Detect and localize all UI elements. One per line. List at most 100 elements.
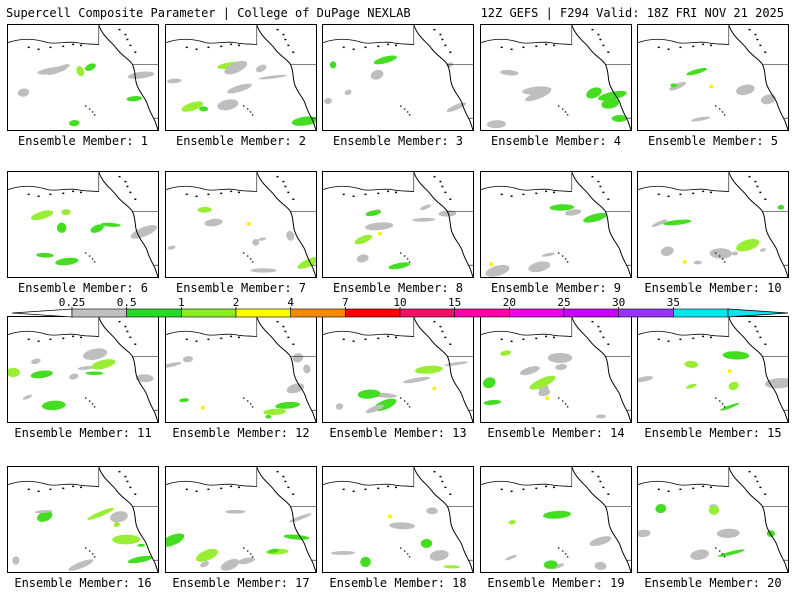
island bbox=[433, 470, 436, 473]
scp-contour bbox=[22, 394, 33, 400]
scp-contour bbox=[446, 62, 454, 68]
scp-contour bbox=[268, 548, 280, 554]
aleutian-coastline bbox=[8, 38, 99, 46]
scp-contour bbox=[250, 268, 277, 273]
hawaii-island bbox=[403, 400, 406, 402]
hawaii-island bbox=[91, 403, 94, 405]
aleutian-coastline bbox=[638, 480, 729, 488]
island bbox=[377, 337, 380, 340]
island bbox=[748, 470, 751, 473]
scp-contour bbox=[286, 383, 305, 394]
island bbox=[510, 340, 513, 343]
scp-contour bbox=[167, 245, 176, 250]
scp-contour bbox=[377, 231, 382, 236]
hawaii-island bbox=[242, 547, 245, 549]
hawaii-island bbox=[399, 547, 402, 549]
island bbox=[134, 493, 137, 495]
scp-contour bbox=[583, 212, 608, 223]
island bbox=[342, 46, 345, 49]
island bbox=[342, 338, 345, 341]
island bbox=[602, 486, 605, 489]
island bbox=[185, 193, 188, 196]
pacific-map bbox=[481, 317, 631, 422]
scp-contour bbox=[47, 64, 70, 75]
ensemble-map-panel bbox=[322, 171, 474, 278]
island bbox=[49, 46, 52, 49]
island bbox=[238, 486, 241, 489]
scp-contour bbox=[297, 257, 316, 269]
ensemble-map-panel bbox=[480, 171, 632, 278]
aleutian-coastline bbox=[166, 330, 257, 338]
island bbox=[207, 488, 210, 491]
coastline bbox=[413, 317, 473, 422]
island bbox=[287, 44, 290, 47]
scp-contour bbox=[443, 565, 460, 569]
island bbox=[679, 193, 682, 196]
island bbox=[292, 198, 295, 200]
island bbox=[602, 336, 605, 339]
island bbox=[449, 198, 452, 200]
island bbox=[756, 38, 759, 41]
scp-contour bbox=[31, 358, 41, 365]
island bbox=[126, 185, 129, 188]
scp-contour bbox=[415, 365, 443, 374]
island bbox=[126, 480, 129, 483]
hawaii-island bbox=[566, 406, 569, 408]
coastline bbox=[98, 317, 158, 422]
scp-contour bbox=[709, 248, 732, 259]
island bbox=[37, 340, 40, 343]
hawaii-island bbox=[399, 252, 402, 254]
scp-contour bbox=[36, 252, 54, 258]
hawaii-island bbox=[564, 258, 567, 260]
scp-contour bbox=[727, 369, 732, 374]
pacific-map bbox=[323, 467, 473, 572]
scp-contour bbox=[684, 360, 699, 368]
pacific-map bbox=[8, 25, 158, 130]
island bbox=[535, 45, 538, 48]
scp-contour bbox=[87, 507, 114, 520]
colorbar-tick-label: 15 bbox=[448, 296, 461, 309]
scp-contour bbox=[335, 403, 344, 410]
island bbox=[764, 198, 767, 200]
island bbox=[287, 336, 290, 339]
ensemble-map-panel bbox=[322, 24, 474, 131]
scp-contour bbox=[426, 507, 438, 515]
ensemble-map-panel bbox=[7, 316, 159, 423]
hawaii-island bbox=[84, 547, 87, 549]
island bbox=[702, 190, 705, 193]
colorbar-left-arrow bbox=[12, 308, 73, 318]
aleutian-coastline bbox=[166, 185, 257, 193]
hawaii-island bbox=[557, 252, 560, 254]
island bbox=[756, 185, 759, 188]
country-border bbox=[605, 355, 631, 411]
hawaii-island bbox=[564, 111, 567, 113]
island bbox=[287, 191, 290, 194]
scp-contour bbox=[110, 511, 128, 523]
coastline bbox=[256, 317, 316, 422]
hawaii-island bbox=[403, 255, 406, 257]
coastline bbox=[256, 172, 316, 277]
hawaii-island bbox=[723, 556, 726, 558]
island bbox=[134, 51, 137, 53]
island bbox=[500, 338, 503, 341]
hawaii-island bbox=[718, 255, 721, 257]
hawaii-island bbox=[557, 397, 560, 399]
scp-contour bbox=[589, 536, 612, 547]
island bbox=[387, 190, 390, 193]
scp-contour bbox=[522, 86, 552, 95]
scp-contour bbox=[402, 376, 431, 384]
island bbox=[764, 493, 767, 495]
scp-contour bbox=[283, 534, 310, 540]
pacific-map bbox=[166, 467, 316, 572]
hawaii-island bbox=[246, 400, 249, 402]
scp-contour bbox=[660, 246, 674, 257]
scp-contour bbox=[217, 99, 239, 111]
island bbox=[220, 192, 223, 195]
colorbar-tick-label: 25 bbox=[557, 296, 570, 309]
island bbox=[395, 44, 398, 47]
scp-contour bbox=[547, 352, 573, 364]
island bbox=[185, 488, 188, 491]
hawaii-island bbox=[561, 550, 564, 552]
island bbox=[238, 336, 241, 339]
scp-contour bbox=[179, 398, 189, 403]
